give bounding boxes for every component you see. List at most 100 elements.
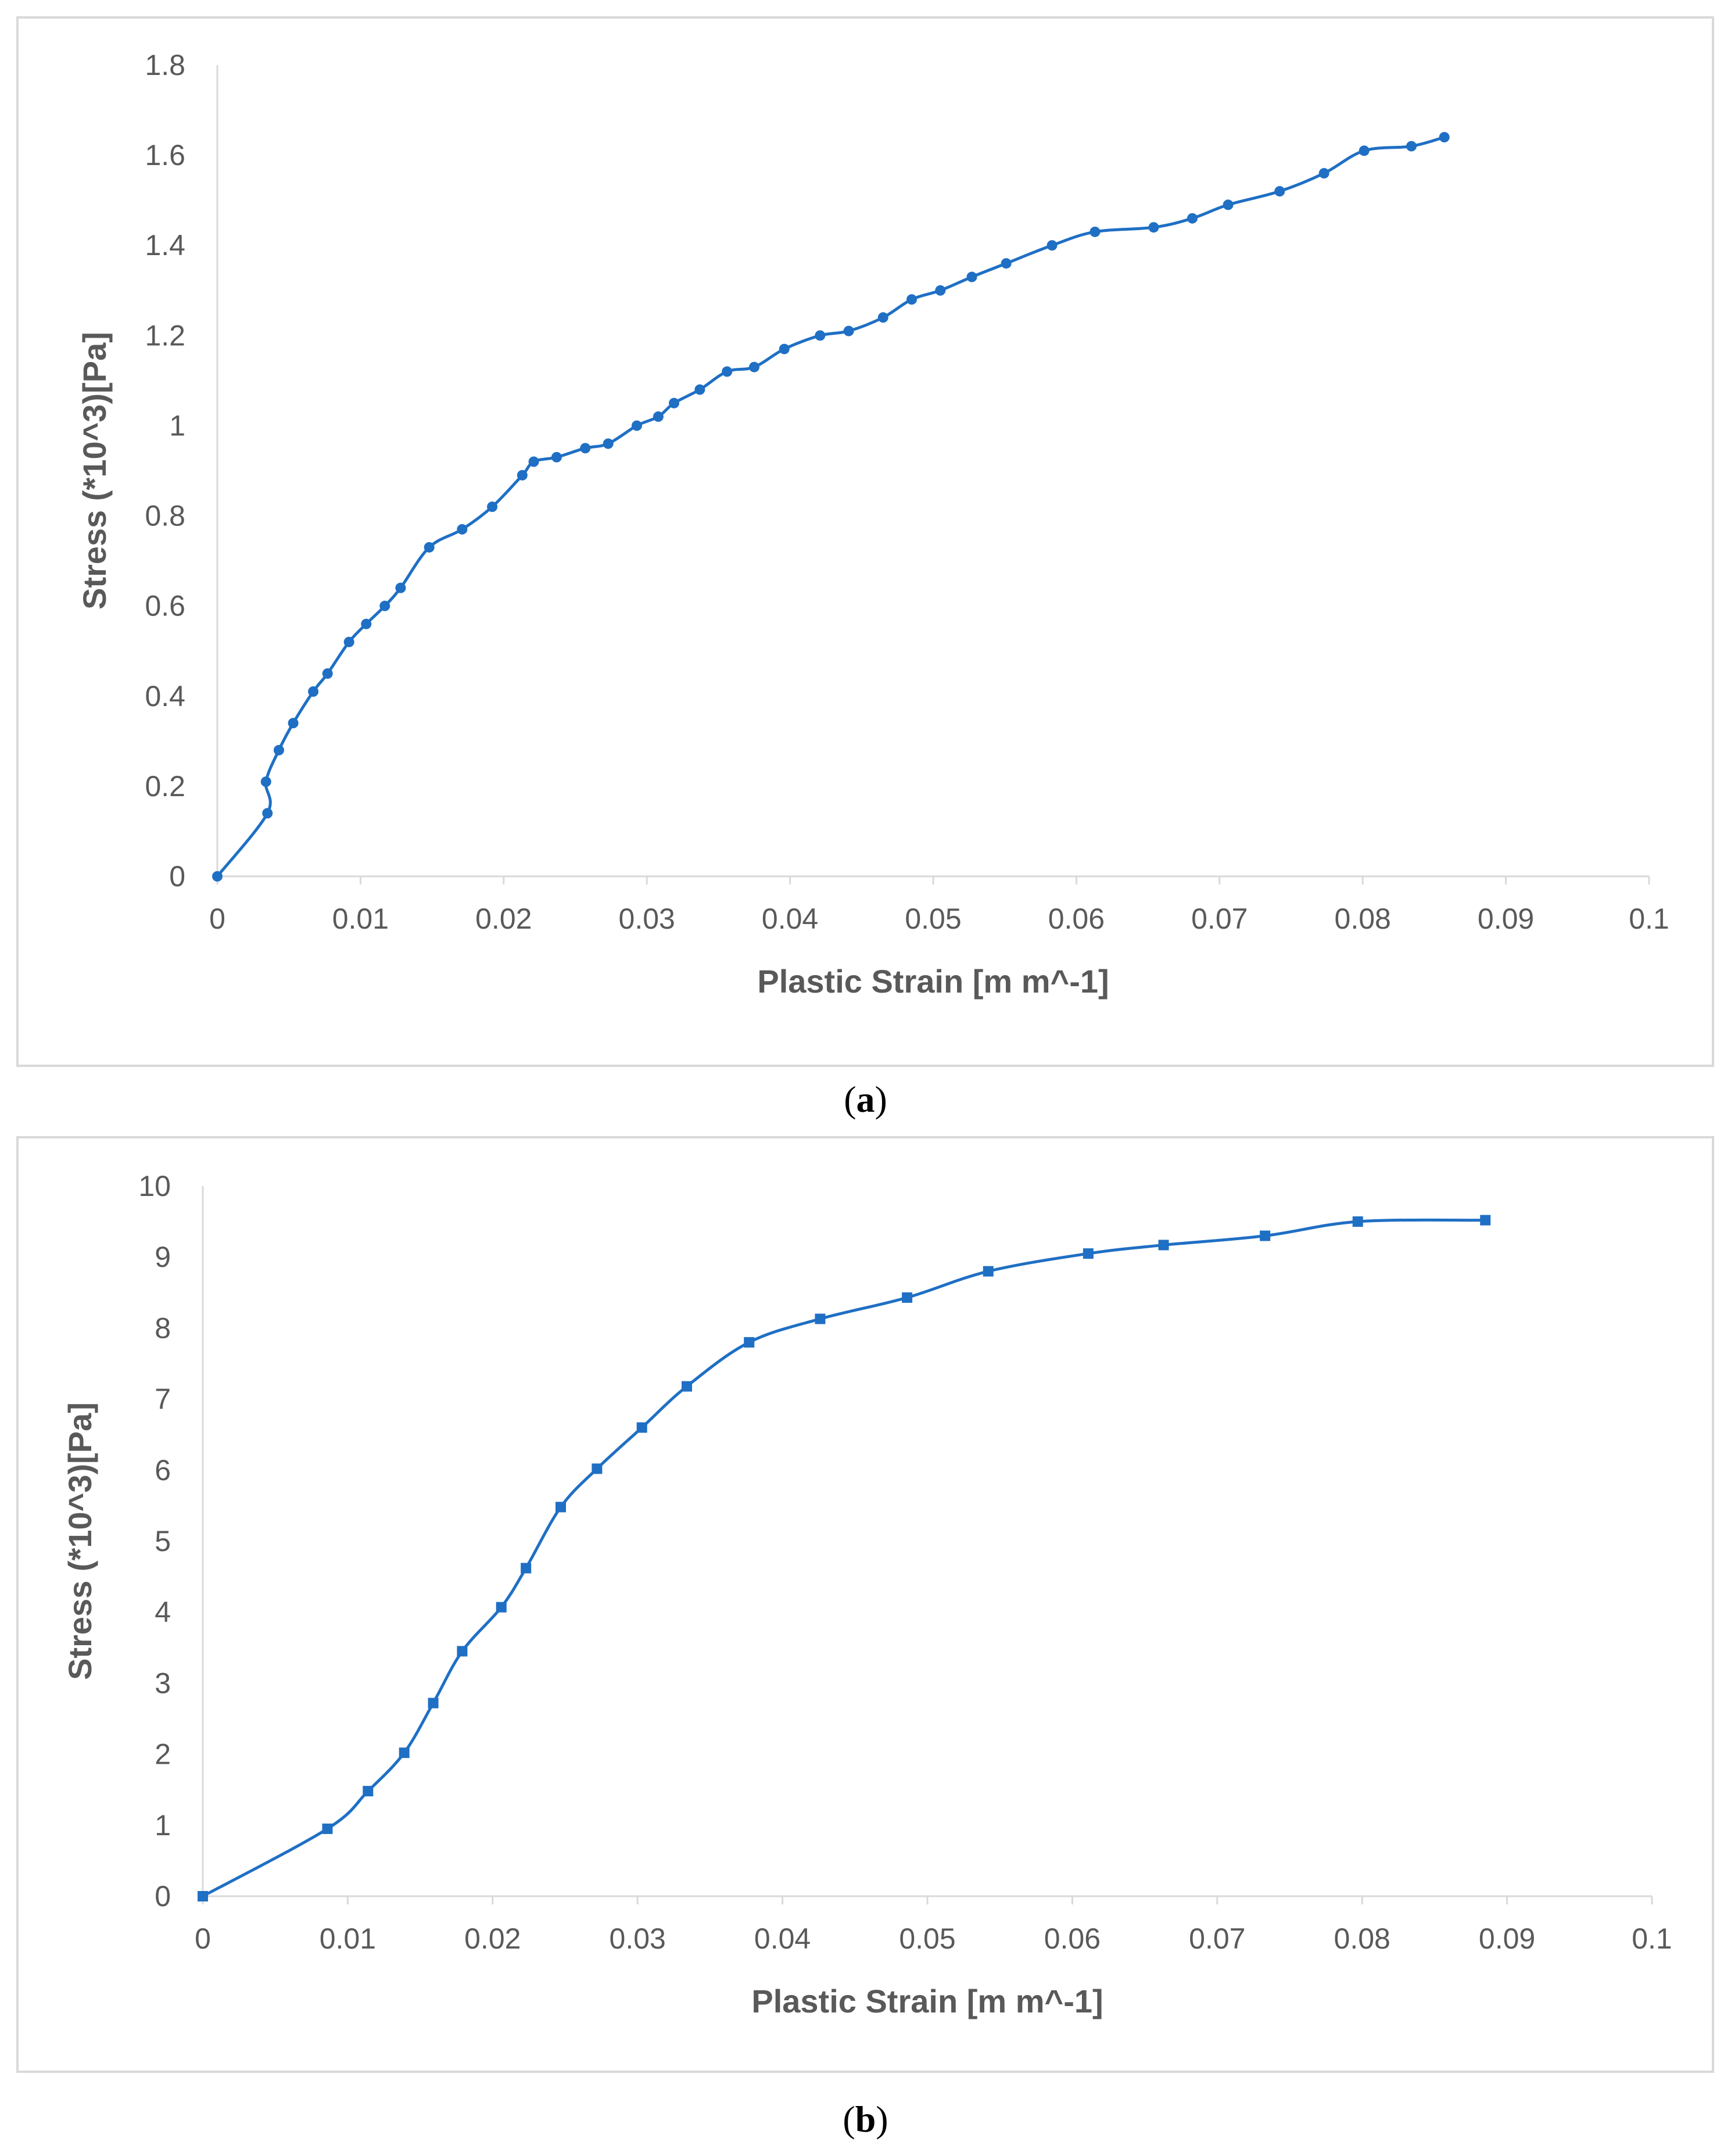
chart-a-data-point bbox=[379, 600, 390, 611]
chart-b-x-tick-label: 0.02 bbox=[464, 1922, 521, 1955]
chart-a-data-point bbox=[487, 502, 498, 513]
chart-b-data-point bbox=[521, 1563, 532, 1574]
chart-a-y-tick-label: 0 bbox=[169, 860, 185, 893]
chart-a-data-point bbox=[1047, 240, 1058, 251]
chart-a-y-tick-label: 0.8 bbox=[145, 500, 185, 532]
chart-a-data-point bbox=[1148, 222, 1159, 233]
chart-b-x-tick-label: 0.1 bbox=[1632, 1922, 1672, 1955]
chart-a-data-point bbox=[528, 456, 539, 467]
chart-a-data-point bbox=[843, 325, 854, 336]
chart-a-data-point bbox=[1223, 199, 1234, 210]
chart-a-data-point bbox=[1090, 226, 1101, 237]
chart-a-data-point bbox=[631, 420, 642, 431]
chart-a-x-axis-title: Plastic Strain [m m^-1] bbox=[757, 963, 1109, 1000]
chart-a-x-tick-label: 0.07 bbox=[1191, 902, 1248, 935]
chart-a-x-tick-label: 0.03 bbox=[619, 902, 675, 935]
chart-a-data-point bbox=[603, 438, 614, 449]
chart-a-data-point bbox=[322, 668, 333, 679]
chart-b-data-point bbox=[198, 1891, 208, 1901]
chart-b-x-tick-label: 0.04 bbox=[754, 1922, 811, 1955]
chart-b-data-point bbox=[815, 1313, 826, 1324]
chart-a-data-point bbox=[395, 582, 406, 593]
chart-a-data-point bbox=[1001, 258, 1012, 269]
chart-a-x-tick-label: 0 bbox=[209, 902, 225, 935]
chart-b-data-point bbox=[556, 1502, 567, 1513]
chart-a-data-point bbox=[1406, 141, 1417, 152]
subfigure-label-a: (a) bbox=[844, 1079, 887, 1120]
chart-b-data-point bbox=[983, 1266, 994, 1277]
chart-b-data-point bbox=[363, 1786, 374, 1797]
chart-a-y-tick-label: 1.6 bbox=[145, 139, 185, 171]
chart-a-svg: 0 0.01 0.02 0.03 0.04 0.05 0.06 0.07 0.08 0.09 0.1… bbox=[76, 49, 1669, 1000]
chart-a-data-point bbox=[669, 397, 680, 409]
chart-a-y-tick-label: 1.4 bbox=[145, 229, 185, 262]
chart-a-x-tick-label: 0.02 bbox=[475, 902, 532, 935]
chart-a-data-point bbox=[1274, 186, 1285, 197]
chart-b-x-tick-label: 0.06 bbox=[1044, 1922, 1101, 1955]
chart-b-data-point bbox=[1352, 1216, 1363, 1227]
chart-a-data-point bbox=[966, 271, 977, 282]
chart-b-y-tick-label: 0 bbox=[155, 1880, 171, 1913]
subfigure-letter-b: b bbox=[855, 2098, 876, 2140]
chart-b-data-point bbox=[744, 1337, 755, 1348]
chart-b-data-point bbox=[1158, 1240, 1169, 1251]
chart-a-data-point bbox=[424, 542, 435, 553]
chart-b-x-tick-label: 0.05 bbox=[899, 1922, 955, 1955]
chart-a-y-tick-label: 1.8 bbox=[145, 49, 185, 81]
chart-a-data-point bbox=[580, 443, 591, 454]
chart-b-y-tick-label: 8 bbox=[155, 1312, 171, 1344]
chart-a-x-tick-label: 0.04 bbox=[762, 902, 818, 935]
chart-b-y-tick-label: 1 bbox=[155, 1809, 171, 1842]
chart-a-data-point bbox=[457, 524, 468, 535]
chart-a-y-tick-label: 1.2 bbox=[145, 319, 185, 352]
chart-b-y-tick-label: 5 bbox=[155, 1525, 171, 1557]
chart-b-data-point bbox=[322, 1823, 333, 1834]
chart-a-y-tick-label: 0.2 bbox=[145, 770, 185, 803]
chart-b-y-tick-label: 3 bbox=[155, 1667, 171, 1699]
chart-panel-b: 0 0.01 0.02 0.03 0.04 0.05 0.06 0.07 0.08 0.09 0.1… bbox=[16, 1136, 1714, 2073]
chart-a-y-tick-label: 0.4 bbox=[145, 680, 185, 712]
chart-a-series-line bbox=[216, 135, 1445, 878]
subfigure-letter-a: a bbox=[856, 1079, 875, 1120]
chart-b-data-point bbox=[636, 1422, 647, 1433]
chart-a-data-point bbox=[288, 718, 299, 729]
chart-a-data-point bbox=[749, 361, 759, 373]
chart-a-data-point bbox=[653, 411, 664, 422]
chart-b-data-point bbox=[1480, 1215, 1491, 1226]
chart-a-data-point bbox=[1318, 168, 1329, 179]
chart-a-data-point bbox=[260, 776, 271, 787]
chart-b-data-point bbox=[592, 1463, 603, 1474]
chart-b-y-axis-title: Stress (*10^3)[Pa] bbox=[62, 1402, 98, 1680]
chart-b-x-tick-label: 0.01 bbox=[320, 1922, 376, 1955]
chart-a-data-point bbox=[877, 312, 888, 323]
chart-b-data-point bbox=[902, 1292, 913, 1303]
chart-b-data-point bbox=[496, 1602, 507, 1613]
chart-a-data-point bbox=[517, 470, 528, 481]
subfigure-label-b: (b) bbox=[843, 2098, 888, 2140]
chart-b-series-line bbox=[202, 1218, 1486, 1898]
chart-b-x-tick-label: 0.03 bbox=[610, 1922, 666, 1955]
chart-a-data-point bbox=[906, 294, 918, 305]
chart-a-data-point bbox=[694, 384, 705, 395]
chart-a-data-point bbox=[779, 343, 790, 354]
chart-a-data-point bbox=[815, 330, 826, 341]
chart-a-data-point bbox=[935, 285, 946, 296]
chart-b-data-point bbox=[1083, 1248, 1094, 1259]
chart-a-data-point bbox=[1187, 213, 1198, 224]
chart-a-data-point bbox=[308, 686, 319, 697]
chart-b-y-tick-label: 2 bbox=[155, 1738, 171, 1771]
chart-a-data-point bbox=[273, 744, 284, 755]
chart-b-data-point bbox=[428, 1697, 439, 1709]
chart-a-data-point bbox=[722, 366, 733, 377]
chart-b-y-tick-label: 4 bbox=[155, 1596, 171, 1628]
chart-panel-a: 0 0.01 0.02 0.03 0.04 0.05 0.06 0.07 0.08 0.09 0.1… bbox=[16, 16, 1714, 1067]
chart-b-x-tick-label: 0.08 bbox=[1334, 1922, 1390, 1955]
chart-b-x-axis-title: Plastic Strain [m m^-1] bbox=[751, 1983, 1103, 2019]
chart-b-x-tick-label: 0 bbox=[195, 1922, 211, 1955]
chart-a-x-tick-label: 0.05 bbox=[905, 902, 961, 935]
chart-b-data-point bbox=[1260, 1230, 1271, 1241]
chart-b-data-point bbox=[399, 1747, 410, 1759]
chart-b-y-tick-label: 6 bbox=[155, 1454, 171, 1487]
chart-a-x-tick-label: 0.08 bbox=[1335, 902, 1391, 935]
chart-b-y-tick-label: 10 bbox=[138, 1170, 171, 1202]
